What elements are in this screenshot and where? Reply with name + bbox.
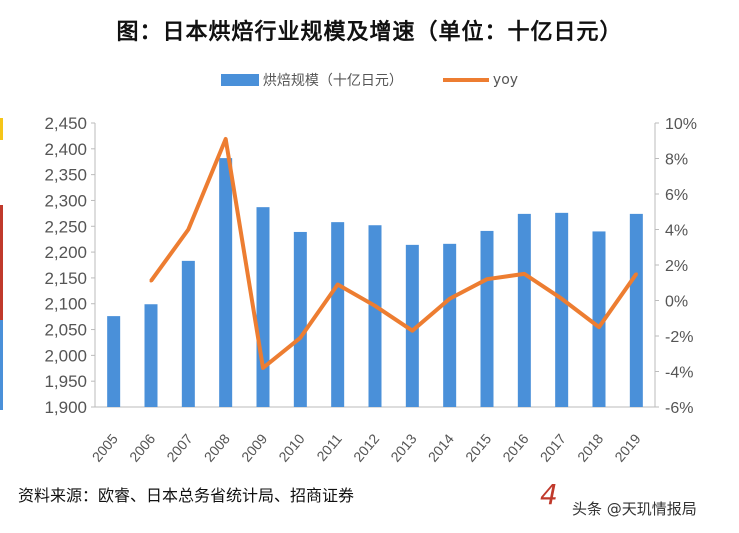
yoy-point-2014 — [448, 297, 452, 301]
left-tick-label: 2,250 — [44, 217, 87, 236]
right-tick-label: 2% — [665, 258, 688, 275]
right-tick-label: 4% — [665, 223, 688, 240]
legend-item-line: yoy — [442, 72, 519, 88]
left-tick-label: 2,400 — [44, 140, 87, 159]
x-tick-label: 2010 — [275, 430, 307, 464]
bar-2007 — [181, 260, 195, 407]
bar-2013 — [405, 244, 419, 407]
bar-2018 — [592, 231, 606, 407]
x-tick-label: 2005 — [89, 430, 121, 464]
edge-strip-red — [0, 205, 3, 320]
bar-2009 — [256, 207, 270, 407]
legend: 烘焙规模（十亿日元） yoy — [0, 70, 739, 90]
left-tick-label: 2,100 — [44, 295, 87, 314]
right-tick-label: -6% — [665, 400, 693, 417]
yoy-point-2012 — [373, 304, 377, 308]
legend-swatch-line — [442, 78, 489, 82]
edge-strip-yellow — [0, 118, 3, 140]
x-tick-label: 2012 — [350, 430, 382, 464]
yoy-point-2017 — [560, 297, 564, 301]
yoy-point-2019 — [634, 272, 638, 276]
bar-2017 — [555, 212, 569, 407]
left-tick-label: 2,300 — [44, 191, 87, 210]
left-tick-label: 2,200 — [44, 243, 87, 262]
bar-2012 — [368, 225, 382, 407]
bar-2014 — [443, 243, 457, 407]
left-tick-label: 2,050 — [44, 321, 87, 340]
x-tick-label: 2009 — [238, 430, 270, 464]
legend-label-line: yoy — [492, 72, 519, 88]
right-tick-label: -4% — [665, 365, 693, 382]
yoy-point-2010 — [298, 336, 302, 340]
left-tick-label: 2,450 — [44, 114, 87, 133]
left-tick-label: 2,000 — [44, 346, 87, 365]
x-tick-label: 2016 — [499, 430, 531, 464]
chart-title: 图：日本烘焙行业规模及增速（单位：十亿日元） — [116, 19, 623, 45]
yoy-point-2016 — [522, 272, 526, 276]
yoy-point-2015 — [485, 277, 489, 281]
bar-2015 — [480, 230, 494, 407]
x-tick-label: 2018 — [574, 430, 606, 464]
source-note: 资料来源：欧睿、日本总务省统计局、招商证券 — [18, 486, 355, 505]
yoy-point-2018 — [597, 325, 601, 329]
right-tick-label: 8% — [665, 152, 688, 169]
yoy-point-2006 — [149, 279, 153, 283]
yoy-point-2013 — [410, 329, 414, 333]
yoy-line — [149, 136, 638, 370]
legend-item-bar: 烘焙规模（十亿日元） — [220, 70, 403, 90]
yoy-point-2007 — [186, 228, 190, 231]
bar-2011 — [331, 222, 345, 407]
watermark: 头条 @天玑情报局 — [572, 500, 697, 518]
right-tick-label: 0% — [665, 294, 688, 311]
legend-label-bar: 烘焙规模（十亿日元） — [262, 73, 403, 89]
right-tick-label: -2% — [665, 329, 693, 346]
right-tick-label: 6% — [665, 187, 688, 204]
yoy-point-2008 — [224, 137, 228, 141]
left-tick-label: 1,900 — [44, 398, 87, 417]
right-tick-label: 10% — [665, 116, 697, 133]
legend-swatch-bar — [220, 74, 259, 86]
yoy-point-2011 — [336, 283, 340, 287]
bar-2019 — [629, 213, 643, 407]
yoy-point-2009 — [261, 366, 265, 370]
bar-2006 — [144, 304, 158, 407]
bar-2008 — [219, 158, 233, 407]
x-tick-label: 2017 — [537, 430, 569, 464]
decoration-mark: 4 — [540, 478, 558, 511]
left-tick-label: 1,950 — [44, 372, 87, 391]
x-tick-label: 2007 — [163, 430, 195, 464]
left-tick-label: 2,350 — [44, 166, 87, 185]
x-tick-label: 2013 — [387, 430, 419, 464]
edge-strip-blue — [0, 320, 3, 410]
left-tick-label: 2,150 — [44, 269, 87, 288]
x-tick-label: 2006 — [126, 430, 158, 464]
x-tick-label: 2015 — [462, 430, 494, 464]
x-tick-label: 2008 — [201, 430, 233, 464]
bar-2016 — [517, 213, 531, 407]
x-tick-label: 2019 — [611, 430, 643, 464]
bar-2005 — [107, 316, 121, 407]
x-tick-label: 2014 — [425, 430, 457, 464]
bar-2010 — [293, 231, 307, 407]
x-tick-label: 2011 — [313, 430, 345, 464]
